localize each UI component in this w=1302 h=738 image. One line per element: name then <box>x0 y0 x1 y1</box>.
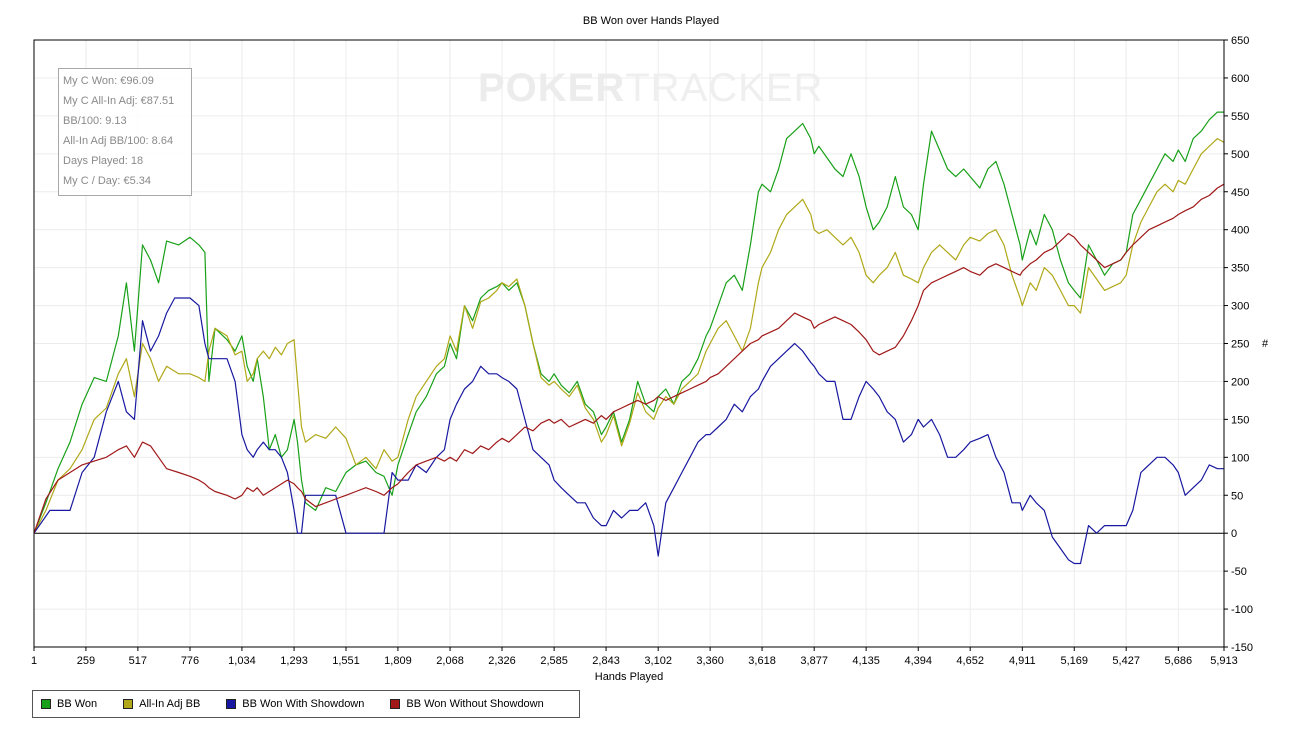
x-tick-label: 4,911 <box>1009 655 1036 667</box>
x-tick-label: 2,326 <box>488 655 516 667</box>
y-tick-label: 600 <box>1231 73 1249 85</box>
y-tick-label: -150 <box>1231 642 1253 654</box>
x-tick-label: 4,135 <box>852 655 880 667</box>
series-bb-won-without-showdown <box>33 183 1225 534</box>
watermark-logo: POKERTRACKER <box>478 66 824 110</box>
stat-days-played: Days Played: 18 <box>63 155 144 167</box>
y-tick-label: 150 <box>1231 414 1249 426</box>
y-tick-label: 0 <box>1231 528 1237 540</box>
x-tick-label: 1,551 <box>332 655 360 667</box>
y-tick-label: 400 <box>1231 225 1249 237</box>
y-tick-label: 550 <box>1231 111 1249 123</box>
x-axis-ticks: 1 259 517 776 1,034 1,293 1,551 1,809 2,068 2,326… <box>31 647 1238 667</box>
legend-swatch <box>123 699 134 709</box>
y-axis-title: # <box>1262 338 1269 350</box>
x-axis-title: Hands Played <box>594 671 664 683</box>
y-tick-label: -50 <box>1231 566 1247 578</box>
x-tick-label: 517 <box>129 655 147 667</box>
y-tick-label: 50 <box>1231 490 1243 502</box>
y-tick-label: 300 <box>1231 301 1249 313</box>
x-tick-label: 2,068 <box>436 655 464 667</box>
x-tick-label: 5,913 <box>1210 655 1238 667</box>
x-tick-label: 3,102 <box>644 655 672 667</box>
y-tick-label: 100 <box>1231 452 1249 464</box>
legend-swatch <box>390 699 401 709</box>
legend-swatch <box>41 699 51 709</box>
legend-label: BB Won With Showdown <box>242 698 365 710</box>
y-tick-label: 350 <box>1231 263 1249 275</box>
legend-label: All-In Adj BB <box>139 698 201 710</box>
x-tick-label: 5,169 <box>1060 655 1088 667</box>
stat-bb-per-100: BB/100: 9.13 <box>63 115 127 127</box>
x-tick-label: 776 <box>181 655 199 667</box>
x-tick-label: 4,394 <box>904 655 932 667</box>
stat-all-in-adj: My C All-In Adj: €87.51 <box>63 95 175 107</box>
x-tick-label: 3,360 <box>696 655 724 667</box>
y-axis-ticks: 650600550500450400350300250200150100500-… <box>1224 35 1253 654</box>
y-tick-label: 650 <box>1231 35 1249 47</box>
series-lines <box>33 111 1225 565</box>
x-tick-label: 1,809 <box>384 655 412 667</box>
x-tick-label: 1,034 <box>228 655 256 667</box>
x-tick-label: 5,427 <box>1112 655 1140 667</box>
legend-item-bb-won[interactable]: BB Won <box>41 698 97 710</box>
y-tick-label: -100 <box>1231 604 1253 616</box>
legend-item-bb-won-without-showdown[interactable]: BB Won Without Showdown <box>390 698 544 710</box>
legend-swatch <box>226 699 237 709</box>
x-tick-label: 5,686 <box>1165 655 1193 667</box>
stat-my-c-won: My C Won: €96.09 <box>63 75 154 87</box>
x-tick-label: 3,877 <box>800 655 828 667</box>
legend-label: BB Won Without Showdown <box>406 698 544 710</box>
stat-per-day: My C / Day: €5.34 <box>63 175 152 187</box>
x-tick-label: 2,843 <box>592 655 620 667</box>
y-tick-label: 500 <box>1231 149 1249 161</box>
legend-item-all-in-adj-bb[interactable]: All-In Adj BB <box>123 698 200 710</box>
x-tick-label: 259 <box>77 655 95 667</box>
y-tick-label: 200 <box>1231 376 1249 388</box>
series-bb-won-with-showdown <box>33 297 1224 565</box>
x-tick-label: 4,652 <box>956 655 984 667</box>
legend-label: BB Won <box>57 698 98 710</box>
legend-item-bb-won-with-showdown[interactable]: BB Won With Showdown <box>226 698 364 710</box>
y-tick-label: 450 <box>1231 187 1249 199</box>
y-tick-label: 250 <box>1231 339 1249 351</box>
stats-box: My C Won: €96.09 My C All-In Adj: €87.51… <box>58 68 192 196</box>
x-tick-label: 2,585 <box>540 655 568 667</box>
series-all-in-adj-bb <box>33 138 1225 534</box>
chart-title: BB Won over Hands Played <box>582 15 720 27</box>
legend: BB Won All-In Adj BB BB Won With Showdow… <box>32 690 580 718</box>
series-bb-won <box>33 111 1224 534</box>
x-tick-label: 3,618 <box>748 655 776 667</box>
x-tick-label: 1,293 <box>280 655 308 667</box>
x-tick-label: 1 <box>31 655 37 667</box>
stat-all-in-adj-bb-per-100: All-In Adj BB/100: 8.64 <box>63 135 174 147</box>
